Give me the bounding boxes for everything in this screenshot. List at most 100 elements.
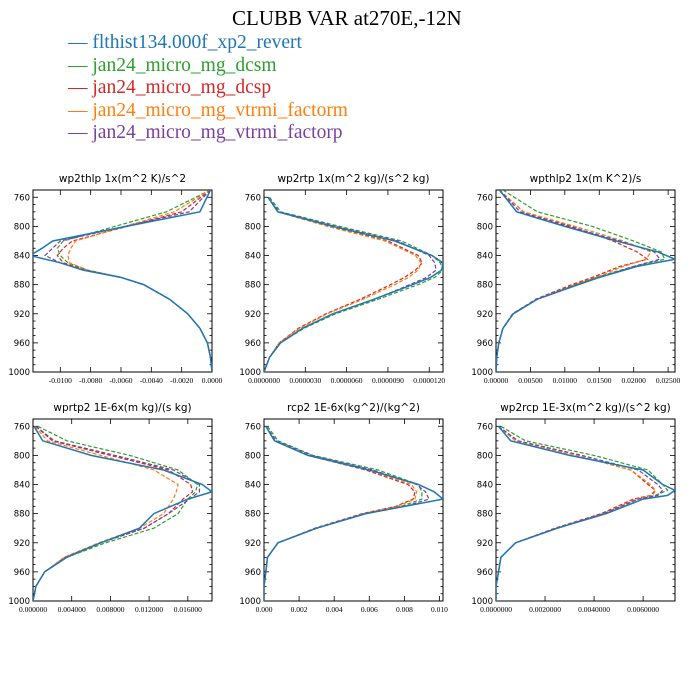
x-tick-label: 0.004: [326, 605, 343, 614]
y-tick-label: 960: [477, 339, 493, 349]
x-tick-label: -0.0060: [109, 376, 132, 385]
y-tick-label: 1000: [471, 368, 493, 378]
y-tick-label: 840: [245, 481, 261, 491]
y-tick-label: 800: [245, 222, 261, 232]
y-tick-label: 960: [245, 568, 261, 578]
x-tick-label: 0.0000: [202, 376, 223, 385]
x-tick-label: 0.01000: [553, 376, 578, 385]
y-tick-label: 880: [14, 281, 30, 291]
x-tick-label: 0.004000: [58, 605, 86, 614]
x-tick-label: 0.0060000: [627, 605, 659, 614]
x-tick-label: 0.008000: [96, 605, 124, 614]
series-line-4: [264, 425, 430, 601]
series-line-1: [33, 425, 199, 601]
y-tick-label: 880: [14, 510, 30, 520]
series-line-1: [264, 196, 443, 372]
series-line-2: [56, 190, 212, 372]
series-line-3: [264, 196, 422, 372]
x-tick-label: 0.0000030: [289, 376, 321, 385]
series-line-4: [496, 425, 664, 601]
series-line-4: [44, 190, 212, 372]
series-line-0: [264, 196, 443, 372]
y-tick-label: 760: [14, 422, 30, 432]
series-line-3: [496, 190, 652, 372]
series-line-3: [496, 425, 657, 601]
legend-item-2: — jan24_micro_mg_dcsp: [68, 77, 272, 98]
legend: — flthist134.000f_xp2_revert — jan24_mic…: [68, 32, 348, 145]
x-tick-label: 0.006: [361, 605, 378, 614]
x-tick-label: 0.00000: [484, 376, 509, 385]
series-line-1: [496, 425, 669, 601]
y-tick-label: 840: [477, 252, 493, 262]
series-line-0: [33, 190, 212, 372]
chart-panel-0: wp2thlp 1x(m^2 K)/s^2 760 800 840 880 920 960 1…: [8, 173, 222, 385]
y-tick-label: 960: [245, 339, 261, 349]
x-tick-label: 0.01500: [587, 376, 612, 385]
y-tick-label: 840: [245, 252, 261, 262]
y-tick-label: 880: [477, 281, 493, 291]
series-line-4: [33, 425, 200, 601]
chart-panel-1: wp2rtp 1x(m^2 kg)/(s^2 kg) 760 800 840 880 92…: [239, 173, 445, 385]
series-line-1: [264, 425, 423, 601]
series-line-3: [264, 425, 418, 601]
y-tick-label: 920: [245, 539, 261, 549]
y-tick-label: 960: [14, 339, 30, 349]
x-tick-label: 0.0000120: [413, 376, 445, 385]
legend-item-1: — jan24_micro_mg_dcsm: [68, 54, 277, 76]
y-tick-label: 960: [477, 568, 493, 578]
y-tick-label: 920: [477, 539, 493, 549]
x-tick-label: 0.0040000: [578, 605, 610, 614]
plot-frame: [263, 418, 444, 602]
series-line-2: [496, 190, 649, 372]
y-tick-label: 1000: [471, 597, 493, 607]
y-tick-label: 880: [477, 510, 493, 520]
plot-frame: [32, 189, 213, 373]
y-tick-label: 760: [477, 193, 493, 203]
x-tick-label: 0.000000: [19, 605, 47, 614]
x-tick-label: -0.0020: [170, 376, 193, 385]
y-tick-label: 880: [245, 510, 261, 520]
x-tick-label: 0.0000060: [331, 376, 363, 385]
chart-title-1: wp2rtp 1x(m^2 kg)/(s^2 kg): [277, 173, 429, 185]
plot-frame: [32, 418, 213, 602]
chart-panel-5: wp2rcp 1E-3x(m^2 kg)/(s^2 kg) 760 800 840 88…: [471, 402, 676, 614]
y-tick-label: 760: [477, 422, 493, 432]
y-tick-label: 960: [14, 568, 30, 578]
x-tick-label: -0.0040: [140, 376, 163, 385]
y-tick-label: 1000: [8, 597, 30, 607]
series-line-0: [496, 190, 675, 372]
legend-label-4: jan24_micro_mg_vtrmi_factorp: [92, 122, 343, 143]
x-tick-label: 0.000: [256, 605, 273, 614]
y-tick-label: 840: [477, 481, 493, 491]
chart-panel-4: rcp2 1E-6x(kg^2)/(kg^2) 760 800 840 880 920 96…: [239, 402, 448, 614]
x-tick-label: -0.0100: [49, 376, 72, 385]
y-tick-label: 760: [14, 193, 30, 203]
chart-title-3: wprtp2 1E-6x(m kg)/(s kg): [53, 402, 191, 414]
chart-title-5: wp2rcp 1E-3x(m^2 kg)/(s^2 kg): [500, 402, 671, 414]
x-tick-label: 0.008: [396, 605, 413, 614]
y-tick-label: 760: [245, 193, 261, 203]
y-tick-label: 840: [14, 252, 30, 262]
series-line-2: [496, 425, 657, 601]
y-tick-label: 920: [14, 539, 30, 549]
chart-panel-2: wpthlp2 1x(m K^2)/s 760 800 840 880 920 960 100…: [471, 173, 680, 385]
x-tick-label: 0.0000090: [372, 376, 404, 385]
y-tick-label: 760: [245, 422, 261, 432]
chart-title-0: wp2thlp 1x(m^2 K)/s^2: [59, 173, 186, 185]
series-line-4: [264, 196, 437, 372]
series-line-0: [264, 425, 443, 601]
x-tick-label: 0.0000000: [248, 376, 280, 385]
x-tick-label: 0.00500: [518, 376, 543, 385]
legend-label-0: flthist134.000f_xp2_revert: [92, 32, 302, 53]
x-tick-label: -0.0080: [79, 376, 102, 385]
chart-title-4: rcp2 1E-6x(kg^2)/(kg^2): [287, 402, 420, 414]
series-line-0: [496, 425, 675, 601]
series-line-2: [264, 196, 424, 372]
y-tick-label: 800: [477, 451, 493, 461]
series-line-2: [264, 425, 416, 601]
legend-label-3: jan24_micro_mg_vtrmi_factorm: [92, 99, 348, 121]
legend-item-4: — jan24_micro_mg_vtrmi_factorp: [68, 122, 343, 143]
series-line-3: [67, 190, 212, 372]
chart-title-2: wpthlp2 1x(m K^2)/s: [530, 173, 642, 185]
